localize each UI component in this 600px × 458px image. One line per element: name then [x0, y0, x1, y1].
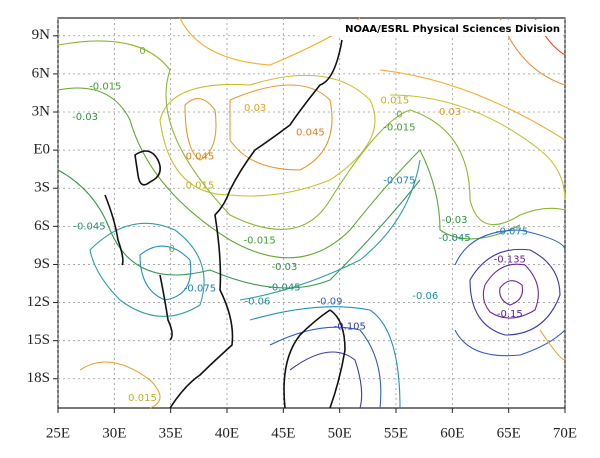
contour-line: [184, 84, 333, 171]
contour-line: [139, 245, 401, 409]
contour-label: -0.15: [497, 309, 523, 320]
contour-label: 0.03: [439, 107, 461, 118]
y-tick-label: 18S: [27, 370, 50, 386]
contour-label: 0.03: [244, 103, 266, 114]
y-tick-label: E0: [33, 142, 50, 158]
contour-line: [79, 329, 566, 409]
contour-label: -0.015: [383, 122, 415, 133]
coast: [169, 39, 343, 409]
contour-label: 0.045: [186, 151, 215, 162]
x-tick-label: 60E: [440, 425, 464, 441]
contour-line: [269, 229, 566, 409]
contour-label: -0.075: [184, 284, 216, 295]
y-tick-label: 3S: [34, 180, 50, 196]
contour-label: -0.015: [244, 235, 276, 246]
lake: [134, 150, 161, 186]
island: [283, 309, 346, 409]
contour-label: -0.09: [317, 296, 343, 307]
contour-label: 0: [169, 244, 175, 255]
x-tick-label: 65E: [497, 425, 521, 441]
contour-label: -0.06: [412, 291, 438, 302]
contour-label: 0.045: [296, 127, 325, 138]
contour-label: -0.135: [494, 254, 526, 265]
x-tick-label: 50E: [328, 425, 352, 441]
title: NOAA/ESRL Physical Sciences Division: [345, 24, 560, 35]
contour-label: -0.03: [272, 262, 298, 273]
contour-label: -0.015: [89, 82, 121, 93]
x-tick-label: 25E: [46, 425, 70, 441]
contour-label: -0.03: [442, 215, 468, 226]
contour-line: [57, 40, 566, 230]
contour-label: -0.03: [72, 112, 98, 123]
x-tick-label: 35E: [159, 425, 183, 441]
contour-line: [482, 263, 539, 319]
plot-frame: [57, 17, 566, 409]
y-tick-label: 9N: [32, 27, 51, 43]
contour-label: -0.06: [244, 296, 270, 307]
contour-label: -0.075: [496, 226, 528, 237]
title-box: [318, 20, 563, 36]
y-tick-label: 6S: [34, 218, 50, 234]
contour-line: [289, 248, 561, 409]
contour-line: [89, 159, 421, 317]
contour-label: -0.105: [334, 322, 366, 333]
contour-line: [159, 74, 566, 201]
y-tick-label: 15S: [27, 332, 50, 348]
contour-label: -0.045: [73, 221, 105, 232]
contour-line: [57, 87, 521, 259]
contour-label: -0.045: [438, 233, 470, 244]
contour-labels: 0-0.015-0.030.030.0450.0450.0150.0150-0.…: [72, 46, 528, 404]
contour-label: -0.075: [383, 176, 415, 187]
contours: [57, 17, 566, 409]
y-tick-label: 9S: [34, 256, 50, 272]
contour-label: 0: [139, 46, 145, 57]
y-tick-label: 6N: [32, 65, 51, 81]
contour-label: 0.015: [128, 393, 157, 404]
y-tick-label: 12S: [27, 294, 50, 310]
x-tick-label: 55E: [384, 425, 408, 441]
contour-label: 0.015: [381, 96, 410, 107]
x-tick-label: 30E: [102, 425, 126, 441]
contour-label: 0.015: [186, 181, 215, 192]
y-tick-label: 3N: [32, 103, 51, 119]
x-tick-label: 45E: [271, 425, 295, 441]
grid: [53, 18, 566, 413]
coastline: [104, 39, 346, 409]
x-tick-label: 40E: [215, 425, 239, 441]
x-tick-label: 70E: [553, 425, 577, 441]
lake: [104, 194, 173, 341]
contour-line: [57, 169, 421, 289]
contour-label: -0.045: [268, 282, 300, 293]
contour-label: 0: [396, 110, 402, 121]
